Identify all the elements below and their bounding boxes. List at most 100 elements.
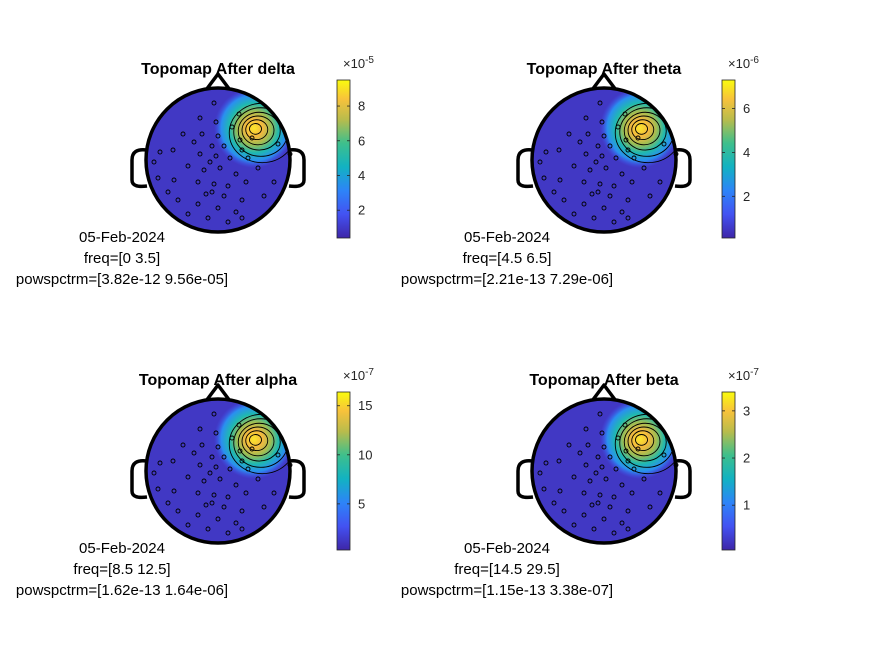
sensor-marker	[211, 100, 217, 106]
sensor-marker	[595, 500, 601, 506]
sensor-marker	[239, 147, 245, 153]
panel-title: Topomap After delta	[141, 61, 295, 78]
sensor-marker	[205, 526, 211, 532]
right-ear-outline	[674, 147, 692, 189]
sensor-marker	[221, 193, 227, 199]
sensor-marker	[537, 159, 543, 165]
colorbar-exponent: ×10-7	[728, 367, 759, 383]
sensor-marker	[551, 189, 557, 195]
sensor-marker	[175, 508, 181, 514]
sensor-marker	[585, 131, 591, 137]
sensor-marker	[201, 478, 207, 484]
sensor-marker	[211, 492, 217, 498]
sensor-marker	[255, 476, 261, 482]
sensor-marker	[611, 219, 617, 225]
sensor-marker	[185, 211, 191, 217]
info-line-0: 05-Feb-2024	[464, 229, 550, 246]
sensor-marker	[221, 454, 227, 460]
sensor-marker	[155, 486, 161, 492]
sensor-marker	[165, 500, 171, 506]
sensor-marker	[557, 177, 563, 183]
sensor-marker	[195, 179, 201, 185]
sensor-marker	[543, 460, 549, 466]
sensor-marker	[180, 131, 186, 137]
sensor-marker	[233, 520, 239, 526]
sensor-marker	[249, 446, 255, 452]
sensor-marker	[537, 470, 543, 476]
sensor-marker	[171, 488, 177, 494]
sensor-marker	[221, 143, 227, 149]
colorbar-exponent: ×10-5	[343, 55, 374, 71]
colorbar-tick-label: 4	[358, 168, 365, 183]
colorbar-tick-label: 6	[743, 101, 750, 116]
sensor-marker	[566, 442, 572, 448]
sensor-marker	[225, 530, 231, 536]
sensor-marker	[227, 466, 233, 472]
nose-outline	[204, 72, 232, 92]
sensor-marker	[581, 512, 587, 518]
sensor-marker	[556, 147, 562, 153]
sensor-marker	[157, 460, 163, 466]
sensor-marker	[603, 165, 609, 171]
sensor-marker	[622, 422, 628, 428]
sensor-marker	[583, 151, 589, 157]
sensor-marker	[571, 211, 577, 217]
sensor-marker	[589, 502, 595, 508]
sensor-marker	[657, 179, 663, 185]
sensor-marker	[585, 442, 591, 448]
sensor-marker	[155, 175, 161, 181]
sensor-marker	[229, 124, 235, 130]
sensor-marker	[657, 490, 663, 496]
sensor-marker	[195, 490, 201, 496]
sensor-marker	[599, 119, 605, 125]
sensor-marker	[589, 191, 595, 197]
sensor-marker	[175, 197, 181, 203]
sensor-marker	[213, 464, 219, 470]
right-ear-outline	[674, 458, 692, 500]
sensor-marker	[199, 131, 205, 137]
sensor-marker	[625, 197, 631, 203]
topomap-panel-2: Topomap After alpha 5 10 15 ×10-7 05-Feb-2024…	[16, 367, 375, 599]
sensor-marker	[185, 163, 191, 169]
sensor-marker	[561, 197, 567, 203]
sensor-marker	[583, 426, 589, 432]
sensor-marker	[635, 446, 641, 452]
sensor-marker	[611, 530, 617, 536]
sensor-marker	[225, 494, 231, 500]
sensor-marker	[237, 448, 243, 454]
sensor-marker	[207, 159, 213, 165]
colorbar-tick-label: 15	[358, 398, 372, 413]
sensor-marker	[217, 476, 223, 482]
sensor-marker	[215, 444, 221, 450]
sensor-marker	[661, 452, 667, 458]
sensor-marker	[215, 133, 221, 139]
sensor-marker	[221, 504, 227, 510]
left-ear-outline	[130, 458, 148, 500]
sensor-marker	[171, 177, 177, 183]
colorbar	[721, 391, 736, 551]
sensor-marker	[541, 175, 547, 181]
sensor-marker	[239, 526, 245, 532]
sensor-marker	[225, 183, 231, 189]
sensor-marker	[213, 153, 219, 159]
sensor-marker	[615, 435, 621, 441]
sensor-marker	[595, 454, 601, 460]
sensor-marker	[607, 454, 613, 460]
sensor-marker	[255, 165, 261, 171]
sensor-marker	[249, 135, 255, 141]
sensor-marker	[261, 193, 267, 199]
sensor-marker	[587, 167, 593, 173]
colorbar-tick-label: 4	[743, 145, 750, 160]
sensor-marker	[601, 516, 607, 522]
sensor-marker	[583, 115, 589, 121]
sensor-marker	[209, 454, 215, 460]
right-ear-outline	[288, 147, 306, 189]
sensor-marker	[611, 183, 617, 189]
sensor-marker	[647, 504, 653, 510]
sensor-marker	[227, 155, 233, 161]
sensor-marker	[239, 197, 245, 203]
sensor-marker	[581, 201, 587, 207]
sensor-marker	[209, 143, 215, 149]
sensor-marker	[543, 149, 549, 155]
sensor-marker	[557, 488, 563, 494]
